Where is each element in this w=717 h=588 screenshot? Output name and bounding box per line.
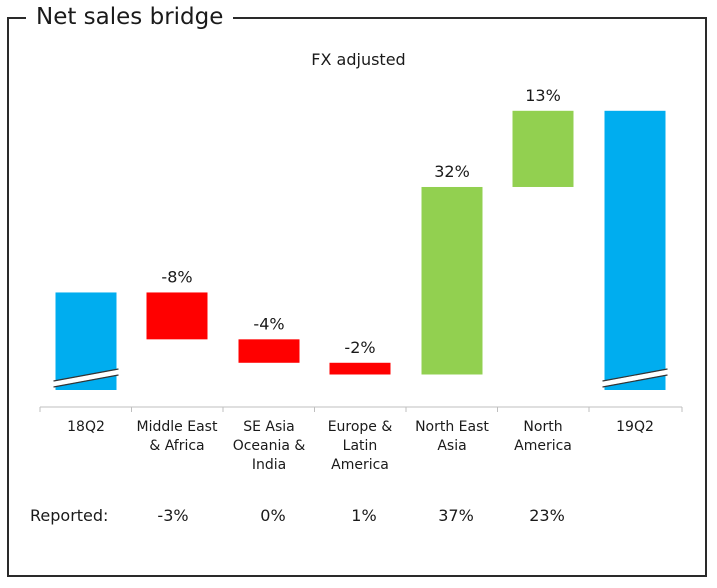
chart-title: Net sales bridge [26,2,234,32]
data-label: -4% [253,314,284,333]
category-label: SE Asia Oceania & India [223,418,315,475]
reported-value: -3% [157,506,189,525]
axis-break-gap [602,369,668,387]
category-label-line: Latin [342,438,378,454]
data-label: 13% [525,86,561,105]
reported-label: Reported: [30,506,109,525]
category-label: 18Q2 [40,418,132,437]
bar-increase [421,186,483,375]
category-label-line: Middle East [136,419,218,435]
data-label: -8% [161,267,192,286]
bar-decrease [146,292,208,340]
axis-break-line [53,374,119,388]
bar-decrease [238,339,300,363]
bar-decrease [329,362,391,375]
reported-value: 1% [351,506,377,525]
category-label: Middle East & Africa [131,418,223,456]
category-label-line: Europe & [327,419,393,435]
category-label-line: SE Asia [243,419,295,435]
category-label: Europe & Latin America [314,418,406,475]
category-label-line: Oceania & [232,438,306,454]
category-label-line: America [331,457,389,473]
chart-subtitle: FX adjusted [311,50,406,69]
reported-value: 0% [260,506,286,525]
reported-value: 23% [529,506,565,525]
axis-break-line [602,368,668,382]
category-label-line: 18Q2 [67,419,105,435]
category-label-line: & Africa [149,438,205,454]
reported-value: 37% [438,506,474,525]
axis-break-line [602,374,668,388]
category-label-line: Asia [437,438,467,454]
data-label: -2% [344,338,375,357]
category-label-line: India [251,457,287,473]
bar-total [604,110,666,391]
axis-break-gap [53,369,119,387]
axis-break-line [53,368,119,382]
category-label-line: North [523,419,563,435]
category-label-line: 19Q2 [616,419,654,435]
category-label-line: North East [415,419,489,435]
category-label-line: America [514,438,572,454]
category-label: 19Q2 [589,418,681,437]
data-label: 32% [434,162,470,181]
bar-increase [512,110,574,187]
chart-frame [7,17,707,577]
category-label: North East Asia [406,418,498,456]
category-label: North America [497,418,589,456]
